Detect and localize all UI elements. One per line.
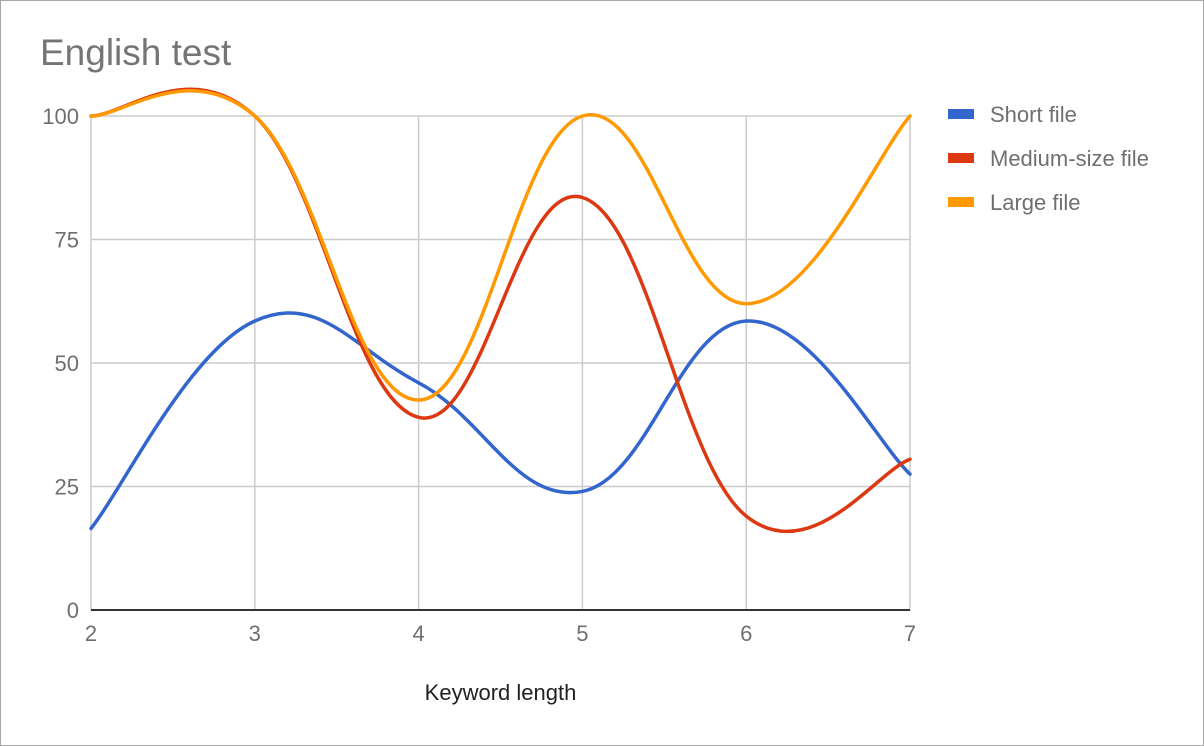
y-tick-label: 25 bbox=[55, 475, 79, 500]
legend-swatch bbox=[948, 197, 974, 207]
x-tick-label: 5 bbox=[576, 621, 588, 646]
legend-label: Large file bbox=[990, 190, 1081, 215]
series-lines bbox=[89, 87, 912, 534]
y-tick-label: 50 bbox=[55, 351, 79, 376]
x-tick-label: 7 bbox=[904, 621, 916, 646]
series-line-large-file bbox=[89, 89, 912, 402]
y-tick-label: 0 bbox=[67, 598, 79, 623]
y-tick-label: 75 bbox=[55, 228, 79, 253]
x-axis-title: Keyword length bbox=[425, 680, 577, 705]
legend-swatch bbox=[948, 153, 974, 163]
chart-title: English test bbox=[40, 32, 232, 73]
legend-swatch bbox=[948, 109, 974, 119]
legend-label: Medium-size file bbox=[990, 146, 1149, 171]
x-tick-label: 6 bbox=[740, 621, 752, 646]
x-tick-label: 3 bbox=[249, 621, 261, 646]
legend: Short file Medium-size file Large file bbox=[948, 102, 1149, 215]
y-tick-label: 100 bbox=[42, 104, 79, 129]
series-line-medium-size-file bbox=[89, 87, 912, 534]
series-line-short-file bbox=[89, 311, 912, 531]
x-axis-ticks: 2 3 4 5 6 7 bbox=[85, 621, 916, 646]
x-tick-label: 4 bbox=[412, 621, 424, 646]
legend-label: Short file bbox=[990, 102, 1077, 127]
gridlines bbox=[90, 115, 911, 610]
x-tick-label: 2 bbox=[85, 621, 97, 646]
y-axis-ticks: 0 25 50 75 100 bbox=[42, 104, 79, 623]
